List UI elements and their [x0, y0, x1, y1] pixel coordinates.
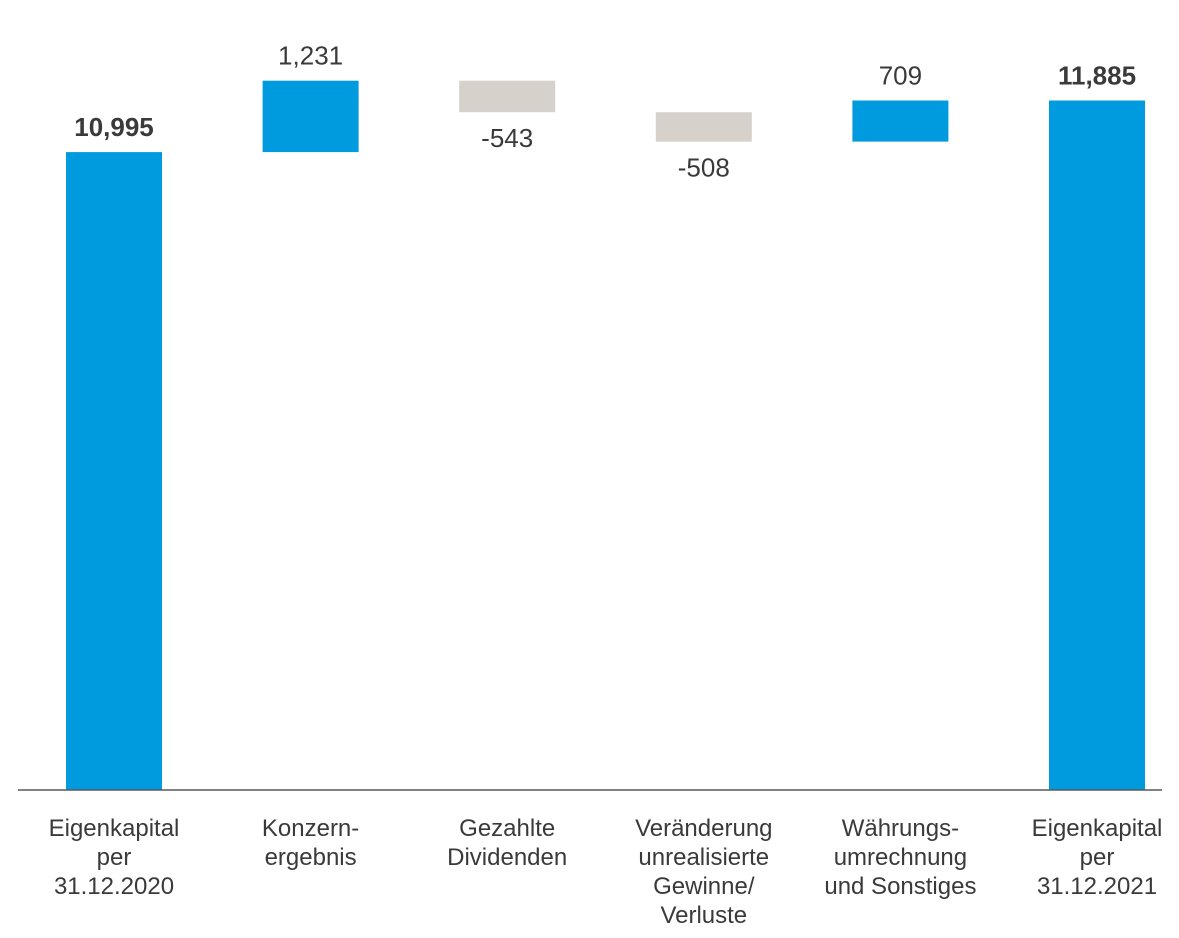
data-label: -508	[678, 153, 730, 183]
category-label: Währungs-umrechnung und Sonstiges	[824, 815, 976, 900]
category-label: Gezahlte Dividenden	[447, 815, 567, 871]
waterfall-bar	[655, 112, 752, 142]
data-label: 709	[879, 61, 922, 91]
category-label: Eigenkapital per 31.12.2021	[1032, 815, 1163, 900]
waterfall-bar	[1049, 100, 1145, 790]
waterfall-bar	[262, 80, 359, 153]
waterfall-bar	[66, 152, 162, 791]
waterfall-bar	[852, 100, 949, 142]
data-label: 11,885	[1058, 61, 1136, 91]
data-label: 1,231	[278, 41, 343, 71]
category-label: Eigenkapital per 31.12.2020	[49, 815, 180, 900]
data-label: 10,995	[74, 112, 154, 142]
category-label: Konzern-ergebnis	[262, 815, 359, 871]
category-label: Veränderung unrealisierte Gewinne/Verluste	[635, 815, 772, 929]
waterfall-bar	[459, 80, 556, 113]
data-label: -543	[481, 123, 533, 153]
